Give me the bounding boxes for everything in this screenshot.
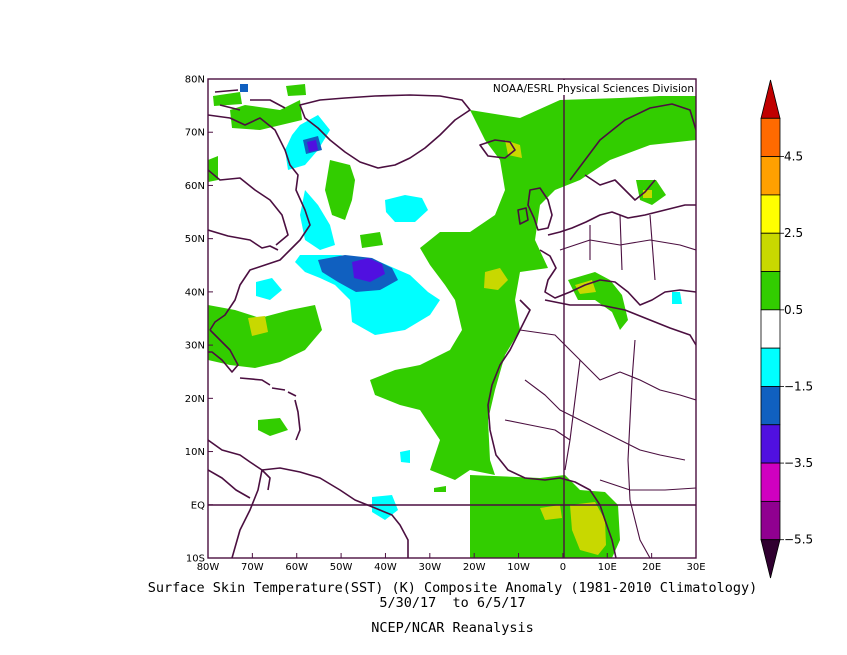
colorbar-swatch bbox=[760, 500, 781, 541]
colorbar-swatch bbox=[760, 309, 781, 349]
caption-line-3: NCEP/NCAR Reanalysis bbox=[371, 620, 534, 636]
colorbar-swatch bbox=[760, 117, 781, 158]
colorbar: 4.5 2.5 0.5 −1.5 −3.5 −5.5 bbox=[760, 79, 813, 579]
lon-tick-label: 70W bbox=[241, 562, 264, 573]
latitude-ticks: 80N 70N 60N 50N 40N 30N 20N 10N EQ 10S bbox=[185, 75, 213, 565]
colorbar-label: −3.5 bbox=[784, 456, 813, 470]
lat-tick-label: 10S bbox=[186, 554, 205, 565]
colorbar-label: −1.5 bbox=[784, 379, 813, 393]
lat-tick-label: 50N bbox=[185, 234, 205, 245]
colorbar-swatch bbox=[760, 271, 781, 311]
colorbar-swatch bbox=[760, 347, 781, 387]
lon-tick-label: 80W bbox=[197, 562, 220, 573]
lon-tick-label: 20W bbox=[463, 562, 486, 573]
lon-tick-label: 50W bbox=[330, 562, 353, 573]
colorbar-label: 2.5 bbox=[784, 226, 803, 240]
lon-tick-label: 0 bbox=[560, 562, 566, 573]
lon-tick-label: 10E bbox=[598, 562, 617, 573]
lat-tick-label: 20N bbox=[185, 394, 205, 405]
lon-tick-label: 20E bbox=[642, 562, 661, 573]
lon-tick-label: 30W bbox=[419, 562, 442, 573]
anomaly-positive-regions bbox=[208, 84, 696, 558]
colorbar-swatch bbox=[760, 194, 781, 234]
colorbar-swatch bbox=[760, 79, 781, 119]
colorbar-swatch bbox=[760, 156, 781, 196]
lon-tick-label: 30E bbox=[686, 562, 705, 573]
colorbar-label: 4.5 bbox=[784, 150, 803, 164]
colorbar-swatch bbox=[760, 232, 781, 272]
colorbar-swatch bbox=[760, 424, 781, 464]
lat-tick-label: EQ bbox=[191, 500, 205, 511]
lat-tick-label: 80N bbox=[185, 75, 205, 86]
lon-tick-label: 10W bbox=[507, 562, 530, 573]
colorbar-swatch bbox=[760, 386, 781, 426]
map-frame bbox=[207, 78, 697, 559]
lat-tick-label: 10N bbox=[185, 447, 205, 458]
colorbar-swatch bbox=[760, 539, 781, 579]
longitude-ticks: 80W 70W 60W 50W 40W 30W 20W 10W 0 10E 20E 30E bbox=[197, 553, 706, 573]
anomaly-extreme-negative-regions bbox=[307, 140, 385, 282]
lat-tick-label: 30N bbox=[185, 341, 205, 352]
lon-tick-label: 60W bbox=[285, 562, 308, 573]
map-plot-area bbox=[208, 79, 696, 558]
colorbar-label: −5.5 bbox=[784, 533, 813, 547]
caption-line-2: 5/30/17 to 6/5/17 bbox=[379, 595, 526, 611]
lat-tick-label: 60N bbox=[185, 181, 205, 192]
credit-text: NOAA/ESRL Physical Sciences Division bbox=[493, 83, 694, 95]
lat-tick-label: 40N bbox=[185, 287, 205, 298]
lon-tick-label: 40W bbox=[374, 562, 397, 573]
colorbar-label: 0.5 bbox=[784, 303, 803, 317]
colorbar-swatch bbox=[760, 462, 781, 502]
lat-tick-label: 70N bbox=[185, 128, 205, 139]
caption-line-1: Surface Skin Temperature(SST) (K) Compos… bbox=[147, 580, 758, 596]
anomaly-high-regions bbox=[248, 140, 652, 555]
